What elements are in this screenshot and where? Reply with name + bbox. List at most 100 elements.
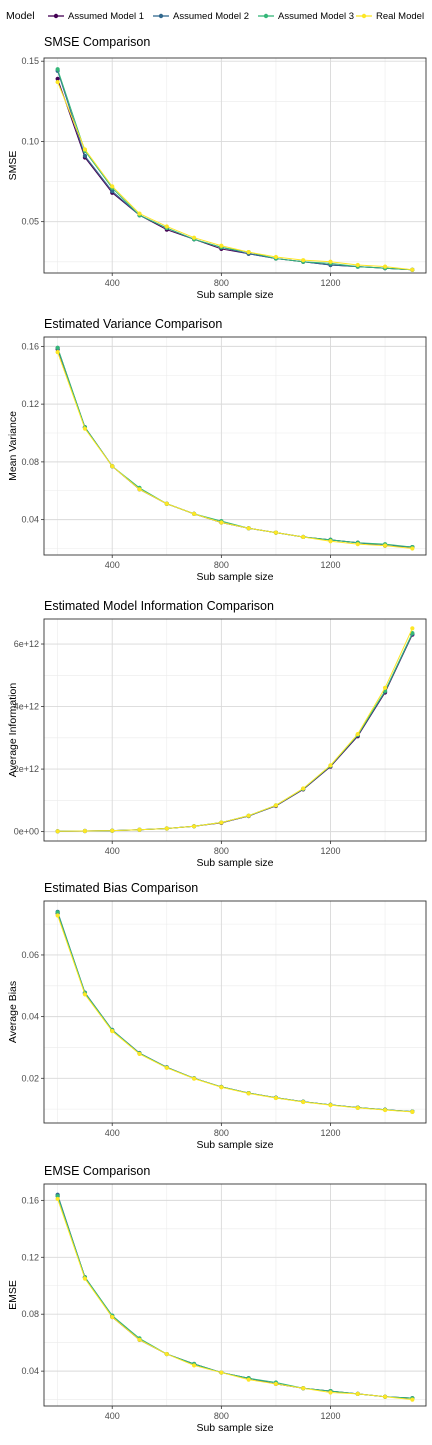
y-tick-label: 4e+12 — [14, 702, 39, 712]
y-tick-label: 0.04 — [21, 515, 39, 525]
y-tick-label: 0.12 — [21, 399, 39, 409]
legend-label: Assumed Model 2 — [173, 11, 249, 22]
series — [55, 68, 415, 272]
chart-panels: SMSE Comparison 400 800 1200 0.05 0.10 0.15 Sub… — [7, 35, 427, 1434]
y-tick-label: 0.08 — [21, 457, 39, 467]
x-tick-label: 800 — [214, 1128, 229, 1138]
series-line — [57, 628, 413, 832]
data-point — [164, 224, 169, 229]
data-point — [219, 1085, 224, 1090]
data-point — [55, 345, 60, 350]
data-point — [246, 526, 251, 531]
x-tick-label: 1200 — [320, 560, 340, 570]
x-tick-label: 800 — [214, 560, 229, 570]
data-point — [137, 487, 142, 492]
legend-label: Assumed Model 3 — [278, 11, 354, 22]
x-tick-label: 800 — [214, 278, 229, 288]
panel-title: SMSE Comparison — [44, 35, 150, 49]
data-point — [382, 264, 388, 269]
x-axis-title: Sub sample size — [196, 1139, 273, 1151]
data-point — [191, 824, 197, 829]
data-point — [137, 211, 142, 216]
series — [55, 1193, 415, 1401]
series-line — [57, 81, 413, 271]
y-tick-label: 0.12 — [21, 1252, 39, 1262]
x-tick-label: 400 — [105, 1128, 120, 1138]
panel-border — [43, 618, 427, 842]
series — [55, 626, 415, 834]
data-point — [55, 79, 60, 85]
data-point — [355, 1105, 360, 1110]
data-point — [110, 184, 115, 189]
series-line — [57, 347, 413, 548]
y-axis-title: Average Bias — [7, 981, 19, 1043]
y-tick-label: 0.15 — [21, 56, 39, 66]
series — [55, 911, 415, 1114]
legend-swatch-point — [361, 13, 367, 19]
y-axis-title: Average Information — [7, 683, 19, 778]
legend-label: Assumed Model 1 — [68, 11, 144, 22]
data-point — [55, 1196, 60, 1202]
panel-border — [43, 900, 427, 1124]
series-line — [57, 915, 413, 1113]
data-point — [273, 1381, 279, 1387]
data-point — [110, 1314, 115, 1320]
series — [55, 1193, 415, 1401]
data-point — [82, 828, 88, 834]
data-point — [82, 992, 88, 997]
series — [55, 910, 415, 1114]
data-point — [328, 259, 333, 264]
data-point — [301, 786, 306, 791]
y-tick-label: 0.04 — [21, 1366, 39, 1376]
data-point — [137, 1337, 142, 1342]
series — [55, 345, 415, 550]
chart-panel: EMSE Comparison 400 800 1200 0.04 0.08 0.12 0.1… — [7, 1164, 427, 1434]
series-line — [57, 912, 413, 1113]
data-point — [82, 147, 88, 152]
data-point — [164, 1065, 169, 1070]
series — [55, 909, 415, 1114]
y-tick-label: 0e+00 — [14, 827, 39, 837]
data-point — [246, 250, 251, 255]
data-point — [191, 1363, 197, 1368]
data-point — [301, 1099, 306, 1105]
data-point — [246, 1377, 251, 1382]
y-tick-label: 2e+12 — [14, 764, 39, 774]
x-axis-title: Sub sample size — [196, 571, 273, 583]
series — [55, 347, 415, 550]
y-tick-label: 0.16 — [21, 1195, 39, 1205]
data-point — [246, 1091, 251, 1096]
data-point — [191, 511, 197, 516]
series — [55, 913, 415, 1114]
legend: Model Assumed Model 1 Assumed Model 2 Assu… — [6, 10, 424, 22]
data-point — [382, 1107, 388, 1113]
data-point — [410, 1109, 415, 1114]
y-tick-label: 0.16 — [21, 341, 39, 351]
series-line — [57, 349, 413, 548]
legend-swatch-point — [53, 13, 59, 19]
data-point — [382, 1394, 388, 1399]
legend-entry: Assumed Model 1 — [48, 11, 144, 22]
series-line — [57, 1195, 413, 1399]
data-point — [219, 1370, 224, 1375]
data-point — [82, 1276, 88, 1281]
data-point — [164, 826, 169, 831]
y-tick-label: 0.02 — [21, 1073, 39, 1083]
series-line — [57, 911, 413, 1113]
data-point — [164, 1351, 169, 1357]
data-point — [410, 1397, 415, 1402]
chart-panel: Estimated Variance Comparison 400 800 1200 0… — [7, 317, 427, 583]
panel-title: EMSE Comparison — [44, 1164, 150, 1178]
data-point — [219, 820, 224, 825]
data-point — [82, 426, 88, 431]
legend-entry: Assumed Model 3 — [258, 11, 354, 22]
data-point — [301, 1386, 306, 1391]
panel-border — [43, 336, 427, 556]
y-axis-title: EMSE — [7, 1280, 19, 1310]
data-point — [82, 153, 88, 158]
data-point — [110, 828, 115, 833]
chart-panel: SMSE Comparison 400 800 1200 0.05 0.10 0.15 Sub… — [7, 35, 427, 301]
data-point — [410, 546, 415, 551]
data-point — [55, 76, 60, 81]
